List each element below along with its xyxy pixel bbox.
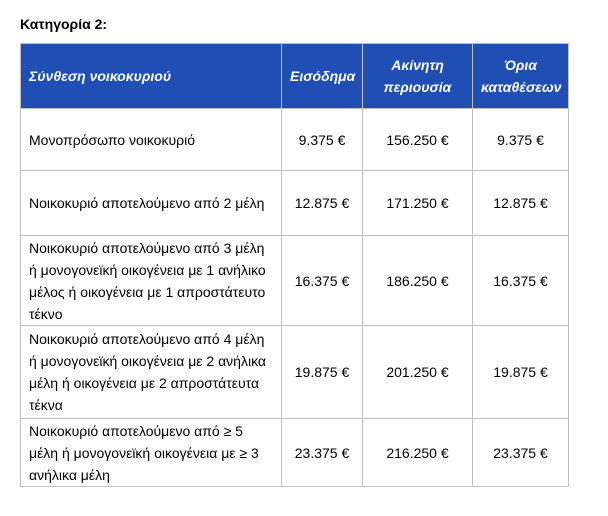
table-row: Νοικοκυριό αποτελούμενο από ≥ 5 μέλη ή μ…	[20, 418, 569, 487]
household-cell: Νοικοκυριό αποτελούμενο από ≥ 5 μέλη ή μ…	[20, 418, 282, 487]
table-row: Νοικοκυριό αποτελούμενο από 4 μέλη ή μον…	[20, 325, 569, 419]
title: Κατηγορία 2:	[20, 16, 108, 32]
household-cell: Μονοπρόσωπο νοικοκυριό	[20, 108, 282, 171]
household-cell: Νοικοκυριό αποτελούμενο από 2 μέλη	[20, 170, 282, 236]
amount-cell: 19.875 €	[472, 325, 569, 419]
table-body: Μονοπρόσωπο νοικοκυριό 9.375 €156.250 €9.…	[20, 108, 569, 487]
amount-cell: 9.375 €	[281, 108, 363, 171]
amount-cell: 216.250 €	[362, 418, 473, 487]
amount-cell: 156.250 €	[362, 108, 473, 171]
amount-cell: 12.875 €	[281, 170, 363, 236]
header-row: Σύνθεση νοικοκυριού Εισόδημα Ακίνητη περιο…	[20, 43, 569, 109]
amount-cell: 9.375 €	[472, 108, 569, 171]
amount-cell: 23.375 €	[472, 418, 569, 487]
table-row: Νοικοκυριό αποτελούμενο από 3 μέλη ή μον…	[20, 235, 569, 326]
header-cell: Ακίνητη περιουσία	[362, 43, 473, 109]
household-cell: Νοικοκυριό αποτελούμενο από 3 μέλη ή μον…	[20, 235, 282, 326]
header-cell: Όρια καταθέσεων	[472, 43, 569, 109]
header-cell: Εισόδημα	[281, 43, 363, 109]
amount-cell: 12.875 €	[472, 170, 569, 236]
amount-cell: 201.250 €	[362, 325, 473, 419]
amount-cell: 186.250 €	[362, 235, 473, 326]
household-cell: Νοικοκυριό αποτελούμενο από 4 μέλη ή μον…	[20, 325, 282, 419]
amount-cell: 16.375 €	[281, 235, 363, 326]
amount-cell: 23.375 €	[281, 418, 363, 487]
table-row: Μονοπρόσωπο νοικοκυριό 9.375 €156.250 €9.…	[20, 108, 569, 171]
income-table: Σύνθεση νοικοκυριού Εισόδημα Ακίνητη περιο…	[20, 43, 569, 487]
table-row: Νοικοκυριό αποτελούμενο από 2 μέλη 12.875…	[20, 170, 569, 236]
amount-cell: 171.250 €	[362, 170, 473, 236]
amount-cell: 19.875 €	[281, 325, 363, 419]
amount-cell: 16.375 €	[472, 235, 569, 326]
header-cell: Σύνθεση νοικοκυριού	[20, 43, 282, 109]
